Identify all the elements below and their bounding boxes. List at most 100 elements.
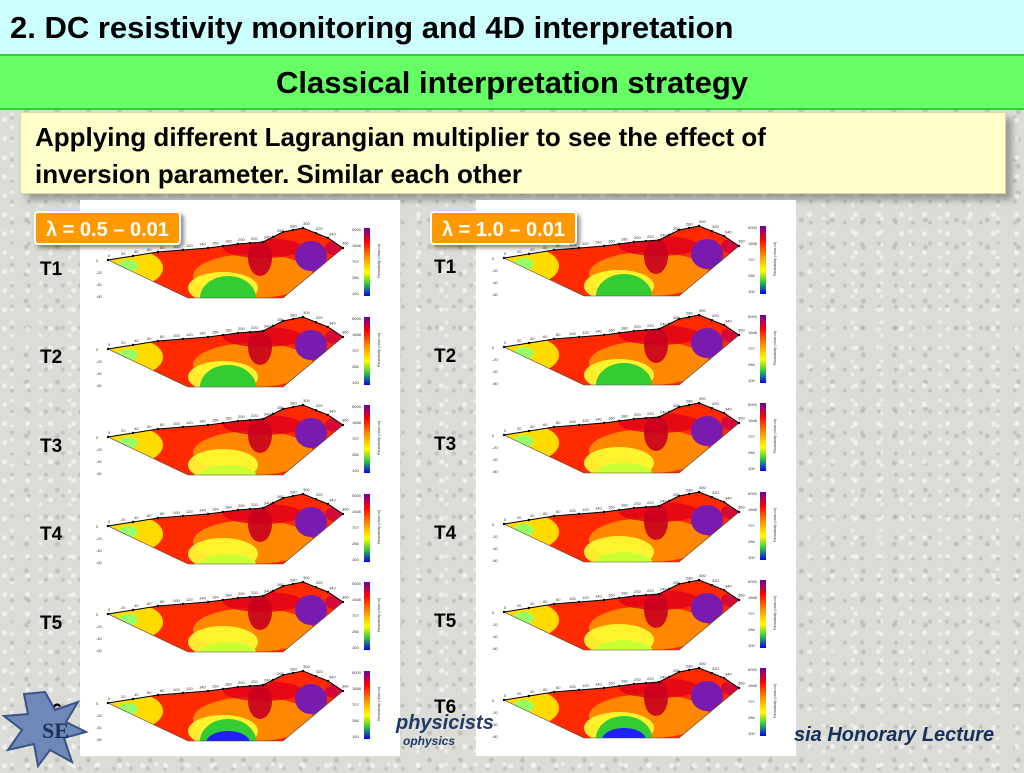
electrode-marker [181,691,185,695]
electrode-marker [131,608,135,612]
electrode-marker [206,689,210,693]
top-tick-label: 160 [608,680,615,685]
top-tick-label: 240 [660,675,667,680]
electrode-marker [657,415,661,419]
depth-tick-label: -60 [492,292,499,297]
top-tick-label: 60 [147,690,152,695]
top-tick-label: 260 [277,317,284,322]
top-tick-label: 320 [712,401,719,406]
electrode-marker [527,694,531,698]
colorbar-tick-label: 286 [352,275,359,280]
colorbar-tick-label: 100 [748,555,755,560]
top-tick-label: 80 [556,420,561,425]
top-tick-label: 0 [108,253,111,258]
resistivity-section-left-1: 0 20 40 60 80 100 120 140 160 180 200 220 240 260 280 3… [88,218,393,300]
top-tick-label: 320 [316,226,323,231]
top-tick-label: 180 [621,503,628,508]
electrode-marker [271,235,275,239]
electrode-marker [710,230,714,233]
electrode-marker [236,331,240,335]
top-tick-label: 260 [277,494,284,499]
electrode-marker [737,244,741,248]
electrode-marker [301,580,305,584]
top-tick-label: 100 [173,598,180,603]
top-tick-label: 60 [147,247,152,252]
electrode-marker [221,421,225,425]
colorbar-tick-label: 286 [352,718,359,723]
electrode-marker [644,416,648,420]
electrode-marker [657,592,661,596]
top-tick-label: 60 [147,601,152,606]
society-logo: SE [0,688,90,769]
top-tick-label: 220 [251,236,258,241]
electrode-marker [314,321,318,324]
electrode-marker [577,246,581,250]
electrode-marker [617,508,621,512]
top-tick-label: 100 [569,419,576,424]
electrode-marker [221,598,225,602]
top-tick-label: 280 [290,224,297,229]
top-tick-label: 260 [673,315,680,320]
time-label-left-3: T3 [40,436,63,457]
electrode-marker [314,232,318,235]
top-tick-label: 0 [504,693,507,698]
electrode-marker [181,337,185,341]
colorbar-tick-label: 5000 [748,402,758,407]
electrode-marker [248,418,252,422]
electrode-marker [314,675,318,678]
electrode-marker [326,590,330,594]
top-tick-label: 260 [277,228,284,233]
top-tick-label: 280 [290,313,297,318]
top-tick-label: 180 [621,679,628,684]
electrode-marker [131,520,135,524]
depth-tick-label: -20 [492,268,499,273]
depth-tick-label: 0 [96,612,99,617]
electrode-marker [206,335,210,339]
electrode-marker [131,343,135,347]
electrode-marker [261,594,265,598]
resistivity-section-right-3: 0 20 40 60 80 100 120 140 160 180 200 220 240 260 280 3… [484,393,789,475]
top-tick-label: 100 [173,510,180,515]
top-tick-label: 60 [543,245,548,250]
top-tick-label: 300 [303,487,310,492]
top-tick-label: 220 [647,500,654,505]
electrode-marker [181,602,185,606]
top-tick-label: 140 [595,682,602,687]
time-label-right-5: T5 [434,611,457,632]
colorbar-label: Resistivity (ohm-m) [376,243,381,278]
top-tick-label: 0 [504,428,507,433]
top-tick-label: 140 [595,594,602,599]
depth-tick-label: 0 [96,258,99,263]
top-tick-label: 180 [621,414,628,419]
depth-tick-label: -60 [96,648,103,653]
electrode-marker [281,673,285,677]
society-logo-text: SE [42,718,69,743]
electrode-marker [221,510,225,514]
top-tick-label: 200 [634,501,641,506]
top-tick-label: 220 [647,411,654,416]
top-tick-label: 0 [504,340,507,345]
footer-logo-text: physicists [396,712,494,734]
electrode-marker [301,492,305,496]
depth-tick-label: 0 [492,256,495,261]
depth-tick-label: -60 [492,558,499,563]
top-tick-label: 300 [303,310,310,315]
electrode-marker [271,412,275,416]
depth-tick-label: -60 [96,560,103,565]
colorbar-tick-label: 5000 [748,225,758,230]
depth-tick-label: 0 [492,522,495,527]
electrode-marker [181,425,185,429]
electrode-marker [697,313,701,317]
electrode-marker [632,240,636,244]
top-tick-label: 220 [251,590,258,595]
colorbar-tick-label: 1668 [352,686,362,691]
top-tick-label: 200 [238,680,245,685]
electrode-marker [722,323,726,327]
time-label-left-2: T2 [40,347,63,368]
top-tick-label: 320 [316,580,323,585]
top-tick-label: 160 [608,415,615,420]
top-tick-label: 60 [147,336,152,341]
depth-tick-label: -40 [492,546,499,551]
top-tick-label: 220 [251,413,258,418]
depth-tick-label: -40 [492,634,499,639]
